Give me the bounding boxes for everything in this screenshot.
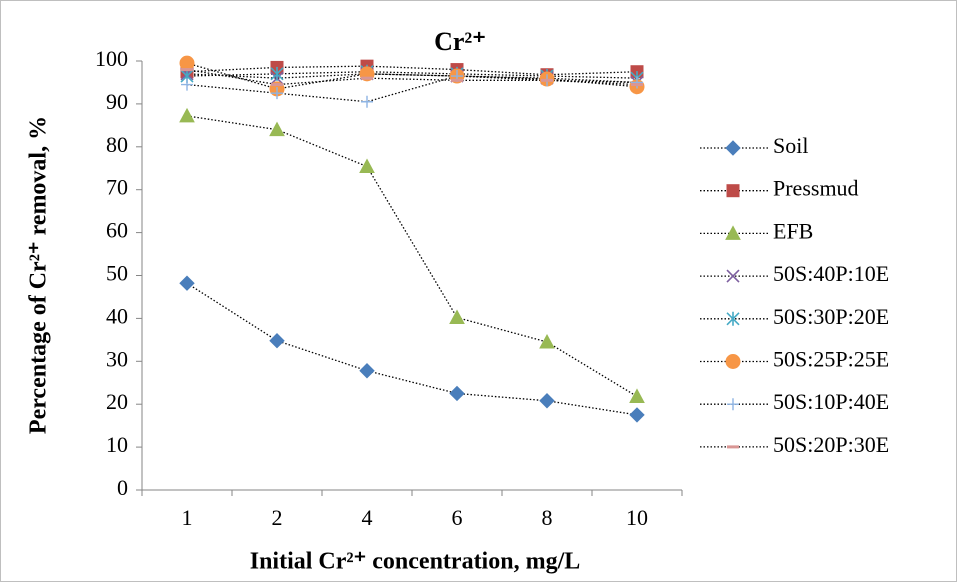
y-tick-label: 40: [106, 303, 128, 328]
marker: [631, 76, 643, 89]
marker: [361, 95, 373, 108]
y-tick-label: 0: [117, 475, 128, 500]
marker: [270, 66, 284, 81]
y-tick-label: 50: [106, 261, 128, 286]
marker: [179, 107, 195, 123]
x-axis-label: Initial Cr²⁺ concentration, mg/L: [250, 549, 581, 575]
marker: [539, 393, 555, 409]
y-tick-label: 20: [106, 389, 128, 414]
y-tick-label: 80: [106, 132, 128, 157]
legend-label: 50S:30P:20E: [773, 304, 889, 329]
marker: [359, 363, 375, 379]
chart-title: Cr²⁺: [434, 27, 486, 56]
marker: [629, 407, 645, 423]
x-tick-label: 2: [272, 505, 283, 530]
marker: [269, 121, 285, 137]
x-tick-label: 6: [452, 505, 463, 530]
series-line: [186, 282, 638, 416]
marker: [179, 55, 195, 71]
marker: [359, 158, 375, 174]
legend-label: 50S:25P:25E: [773, 347, 889, 372]
y-tick-label: 10: [106, 432, 128, 457]
marker: [629, 388, 645, 403]
y-axis-label: Percentage of Cr²⁺ removal, %: [26, 116, 52, 434]
x-tick-label: 10: [626, 505, 648, 530]
series-line: [186, 62, 638, 90]
marker: [449, 309, 465, 325]
legend-marker: [725, 225, 741, 240]
legend-label: EFB: [773, 218, 813, 243]
marker: [271, 87, 283, 100]
marker: [179, 275, 195, 291]
marker: [181, 78, 193, 91]
legend-marker: [726, 269, 740, 283]
legend-marker: [726, 184, 740, 198]
marker: [539, 333, 555, 349]
legend-label: Pressmud: [773, 176, 859, 201]
legend-marker: [725, 140, 741, 156]
x-tick-label: 8: [542, 505, 553, 530]
y-tick-label: 100: [95, 46, 128, 71]
legend-marker: [727, 398, 739, 411]
y-tick-label: 70: [106, 175, 128, 200]
y-tick-label: 60: [106, 218, 128, 243]
marker: [269, 333, 285, 349]
legend-label: Soil: [773, 133, 808, 158]
series-line: [186, 65, 638, 76]
legend-label: 50S:10P:40E: [773, 389, 889, 414]
series-line: [186, 71, 638, 79]
series-line: [186, 73, 638, 84]
legend-marker: [725, 354, 741, 369]
legend-label: 50S:20P:30E: [773, 432, 889, 457]
x-tick-label: 1: [182, 505, 193, 530]
y-tick-label: 90: [106, 89, 128, 114]
legend-marker: [726, 311, 740, 326]
marker: [449, 385, 465, 402]
series-line: [186, 75, 638, 103]
legend-label: 50S:40P:10E: [773, 261, 889, 286]
y-tick-label: 30: [106, 346, 128, 371]
x-tick-label: 4: [362, 505, 373, 530]
